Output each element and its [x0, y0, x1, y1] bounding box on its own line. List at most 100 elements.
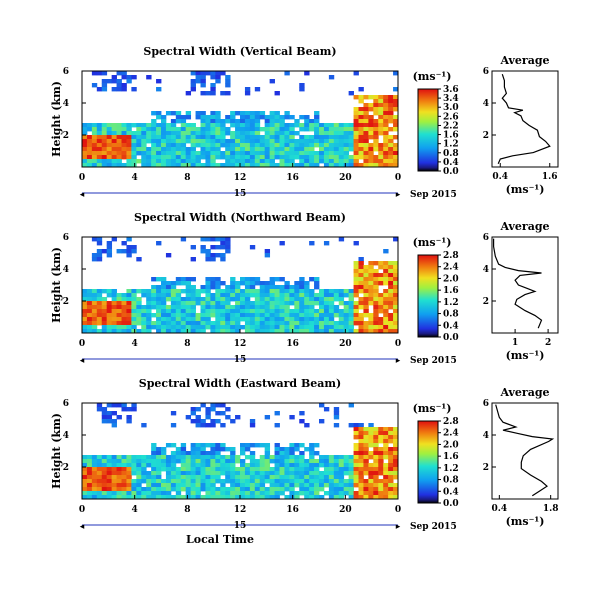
heatmap-cell [264, 491, 271, 496]
heatmap-cell [156, 293, 162, 298]
heatmap-cell [348, 463, 354, 468]
heatmap-cell [116, 491, 122, 496]
heatmap-cell [230, 285, 236, 290]
colorbar [417, 254, 439, 338]
heatmap-cell [289, 317, 295, 322]
heatmap-cell [309, 241, 315, 246]
heatmap-cell [220, 479, 226, 484]
heatmap-cell [323, 241, 330, 246]
heatmap-cell [383, 135, 389, 140]
heatmap-cell [259, 475, 266, 480]
heatmap-cell [121, 479, 127, 484]
heatmap-cell [220, 463, 226, 468]
date-suffix: Sep 2015 [410, 190, 457, 200]
heatmap-cell [185, 127, 192, 132]
heatmap-cell [353, 273, 359, 278]
heatmap-cell [319, 455, 325, 460]
heatmap-cell [323, 159, 330, 164]
heatmap-cell [200, 111, 206, 116]
heatmap-cell [244, 155, 251, 160]
heatmap-cell [294, 293, 300, 298]
heatmap-cell [378, 317, 384, 322]
heatmap-cell [165, 321, 172, 326]
heatmap-cell [91, 71, 98, 76]
heatmap-cell [180, 127, 187, 132]
heatmap-cell [333, 415, 340, 420]
heatmap-cell [368, 431, 374, 436]
heatmap-cell [319, 313, 325, 318]
heatmap-cell [388, 439, 394, 444]
heatmap-cell [264, 313, 271, 318]
heatmap-cell [254, 321, 261, 326]
heatmap-cell [220, 281, 226, 286]
heatmap-cell [289, 443, 295, 448]
heatmap-cell [274, 301, 280, 306]
heatmap-cell [111, 317, 117, 322]
heatmap-cell [368, 491, 374, 496]
heatmap-cell [141, 455, 147, 460]
heatmap-cell [309, 455, 315, 460]
heatmap-cell [244, 285, 251, 290]
heatmap-cell [279, 115, 285, 120]
heatmap-cell [323, 289, 330, 294]
heatmap-cell [304, 301, 310, 306]
heatmap-cell [338, 159, 345, 164]
heatmap-cell [353, 119, 359, 124]
heatmap-cell [101, 301, 108, 306]
heatmap-cell [368, 297, 374, 302]
heatmap-cell [368, 151, 374, 156]
heatmap-cell [338, 143, 345, 148]
heatmap-cell [289, 455, 295, 460]
heatmap-cell [299, 467, 305, 472]
heatmap-cell [309, 147, 315, 152]
heatmap-cell [368, 107, 374, 112]
heatmap-cell [353, 289, 359, 294]
heatmap-cell [165, 459, 172, 464]
heatmap-cell [161, 317, 167, 322]
heatmap-cell [161, 467, 167, 472]
heatmap-cell [388, 427, 394, 432]
heatmap-cell [323, 131, 330, 136]
heatmap-cell [289, 487, 295, 492]
heatmap-cell [363, 325, 369, 330]
heatmap-cell [205, 163, 211, 168]
heatmap-cell [136, 467, 142, 472]
heatmap-cell [116, 471, 122, 476]
heatmap-cell [388, 95, 394, 100]
heatmap-cell [388, 163, 394, 168]
heatmap-cell [259, 159, 266, 164]
heatmap-cell [279, 451, 285, 456]
date-label: 15 [234, 521, 247, 531]
heatmap-cell [205, 91, 211, 96]
heatmap-cell [254, 277, 261, 282]
heatmap-cell [101, 123, 108, 128]
heatmap-cell [309, 139, 315, 144]
heatmap-cell [225, 459, 231, 464]
heatmap-cell [314, 159, 320, 164]
heatmap-cell [101, 127, 108, 132]
heatmap-cell [151, 285, 157, 290]
heatmap-cell [82, 467, 88, 472]
heatmap-cell [343, 463, 350, 468]
heatmap-cell [294, 491, 300, 496]
heatmap-cell [383, 471, 389, 476]
heatmap-cell [323, 479, 330, 484]
heatmap-cell [116, 143, 122, 148]
heatmap-cell [254, 155, 261, 160]
heatmap-cell [101, 479, 108, 484]
heatmap-cell [175, 289, 182, 294]
heatmap-cell [205, 475, 211, 480]
heatmap-cell [116, 123, 122, 128]
heatmap-cell [378, 431, 384, 436]
heatmap-cell [373, 317, 379, 322]
heatmap-cell [235, 163, 241, 168]
heatmap-cell [274, 483, 280, 488]
heatmap-cell [195, 325, 201, 330]
heatmap-cell [294, 155, 300, 160]
heatmap-cell [210, 155, 216, 160]
heatmap-cell [363, 467, 369, 472]
heatmap-cell [363, 431, 369, 436]
heatmap-cell [210, 119, 216, 124]
heatmap-cell [254, 317, 261, 322]
heatmap-cell [121, 491, 127, 496]
